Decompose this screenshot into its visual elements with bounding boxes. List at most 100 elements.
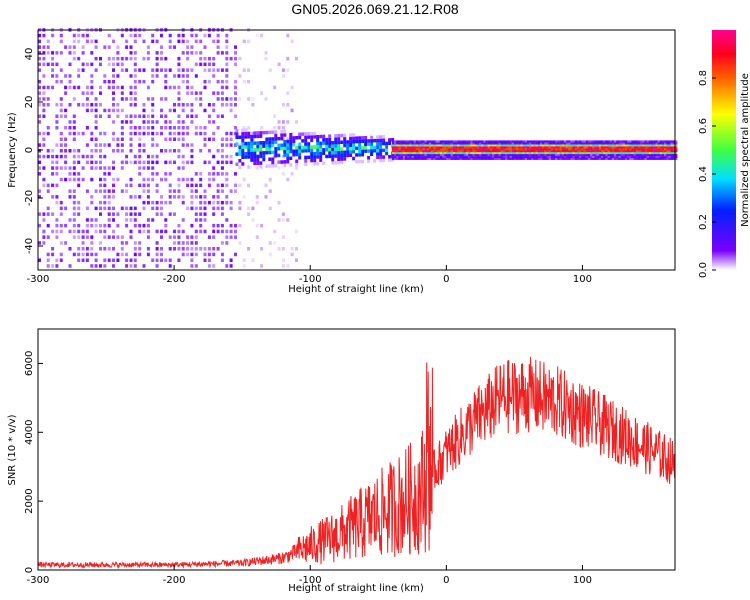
spectrogram-cell <box>531 157 534 160</box>
spectrogram-cell <box>415 142 419 145</box>
spectrogram-cell <box>557 148 560 151</box>
spectrogram-cell <box>479 142 482 145</box>
spectrogram-cell <box>474 150 477 153</box>
spectrogram-cell <box>605 153 608 156</box>
spectrogram-cell <box>461 150 464 153</box>
spectrogram-cell <box>474 151 477 155</box>
spectrogram-cell <box>651 155 654 158</box>
spectrogram-cell <box>81 154 85 159</box>
spectrogram-cell <box>164 200 168 205</box>
spectrogram-cell <box>234 91 237 95</box>
spectrogram-cell <box>85 126 89 130</box>
spectrogram-cell <box>220 252 224 257</box>
spectrogram-cell <box>234 126 237 130</box>
spectrogram-cell <box>68 85 72 90</box>
spectrogram-cell <box>358 149 362 154</box>
spectrogram-cell <box>77 183 81 188</box>
spectrogram-cell <box>498 155 501 158</box>
spectrogram-cell <box>672 140 676 143</box>
spectrogram-cell <box>531 140 534 143</box>
spectrogram-cell <box>286 177 290 182</box>
spectrogram-cell <box>648 148 652 151</box>
spectrogram-cell <box>289 146 293 150</box>
spectrogram-cell <box>313 155 317 159</box>
spectrogram-cell <box>90 91 94 95</box>
spectrogram-cell <box>94 56 98 61</box>
spectrogram-cell <box>426 142 430 145</box>
spectrogram-cell <box>367 149 371 153</box>
spectrogram-cell <box>609 157 613 160</box>
spectrogram-cell <box>422 148 425 151</box>
spectrogram-cell <box>505 142 508 145</box>
spectrogram-cell <box>611 144 615 147</box>
spectrogram-cell <box>455 142 458 145</box>
spectrogram-cell <box>659 148 663 151</box>
spectrogram-cell <box>622 150 626 153</box>
spectrogram-cell <box>225 137 229 141</box>
spectrogram-cell <box>280 133 284 137</box>
spectrogram-cell <box>281 126 285 130</box>
spectrogram-cell <box>533 150 536 153</box>
spectrogram-cell <box>587 151 591 155</box>
spectrogram-cell <box>513 151 517 155</box>
spectrogram-cell <box>572 140 575 143</box>
spectrogram-cell <box>544 146 547 149</box>
spectrogram-cell <box>535 157 538 160</box>
spectrogram-cell <box>281 137 285 141</box>
spectrogram-cell <box>468 140 471 143</box>
spectrogram-cell <box>529 142 532 145</box>
spectrogram-cell <box>664 157 667 160</box>
spectrogram-cell <box>151 126 155 130</box>
spectrogram-cell <box>77 74 81 78</box>
spectrogram-cell <box>655 144 658 147</box>
spectrogram-cell <box>559 155 562 158</box>
spectrogram-cell <box>583 157 586 160</box>
spectrogram-cell <box>461 144 464 147</box>
spectrogram-cell <box>481 146 484 149</box>
spectrogram-cell <box>498 150 501 153</box>
spectrogram-cell <box>648 142 652 145</box>
spectrogram-cell <box>594 144 597 147</box>
spectrogram-cell <box>129 195 133 199</box>
spectrogram-cell <box>173 189 176 193</box>
spectrogram-cell <box>265 130 269 135</box>
spectrogram-cell <box>112 108 115 113</box>
spectrogram-cell <box>402 153 406 156</box>
spectrogram-cell <box>310 135 314 139</box>
spectrogram-cell <box>668 150 671 153</box>
spectrogram-cell <box>151 114 155 118</box>
spectrogram-cell <box>155 206 159 211</box>
spectrogram-cell <box>103 79 107 84</box>
spectrogram-cell <box>116 143 120 147</box>
spectrogram-cell <box>295 258 298 262</box>
spectrogram-cell <box>268 150 272 155</box>
spectrogram-cell <box>259 141 263 145</box>
spectrogram-cell <box>542 140 545 143</box>
spectrogram-cell <box>496 150 499 153</box>
spectrogram-cell <box>42 91 46 95</box>
spectrogram-cell <box>349 136 353 141</box>
spectrogram-cell <box>68 247 72 251</box>
spectrogram-cell <box>627 140 630 143</box>
spectrogram-cell <box>181 252 185 257</box>
spectrogram-cell <box>94 160 98 165</box>
spectrogram-cell <box>555 148 558 151</box>
spectrogram-cell <box>146 189 150 193</box>
spectrogram-cell <box>94 189 98 193</box>
spectrogram-cell <box>479 155 482 158</box>
spectrogram-cell <box>116 212 120 216</box>
spectrogram-cell <box>216 51 220 55</box>
spectrogram-cell <box>601 148 604 151</box>
spectrogram-cell <box>173 131 176 136</box>
spectrogram-cell <box>385 151 389 156</box>
spectrogram-cell <box>51 247 55 251</box>
spectrogram-cell <box>563 140 567 143</box>
spectrogram-cell <box>594 157 597 160</box>
spectrogram-cell <box>94 97 98 101</box>
spectrogram-cell <box>400 153 403 156</box>
spectrogram-cell <box>485 150 488 153</box>
spectrogram-cell <box>177 183 181 188</box>
spectrogram-cell <box>225 183 229 188</box>
spectrogram-cell <box>666 150 669 153</box>
spectrogram-cell <box>349 150 353 154</box>
